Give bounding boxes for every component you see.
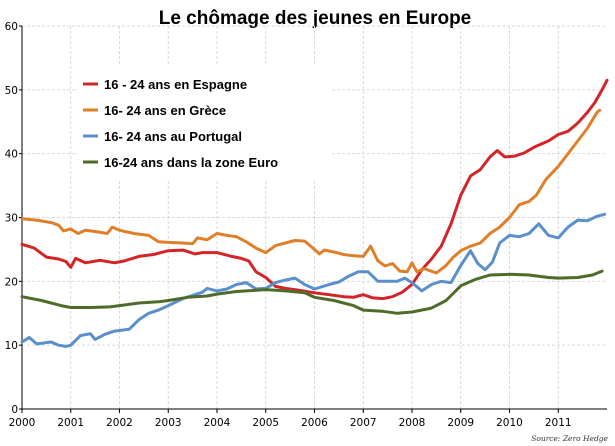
legend-label: 16-24 ans dans la zone Euro <box>104 155 278 170</box>
x-tick-label: 2011 <box>545 417 572 429</box>
y-tick-label: 30 <box>5 213 18 225</box>
legend: 16 - 24 ans en Espagne 16- 24 ans en Grèc… <box>78 66 330 180</box>
x-axis-ticks: 2000 2001 2002 2003 2004 2005 2006 2007 2008 2009… <box>9 409 572 429</box>
x-tick-label: 2006 <box>301 417 328 429</box>
series-line-2 <box>20 108 602 275</box>
x-tick-label: 2001 <box>57 417 84 429</box>
y-tick-label: 60 <box>5 21 18 33</box>
series-line-3 <box>20 212 607 348</box>
y-axis-ticks: 0 10 20 30 40 50 60 <box>5 21 22 416</box>
x-tick-label: 2008 <box>399 417 426 429</box>
legend-label: 16- 24 ans en Grèce <box>104 103 226 118</box>
legend-box <box>78 66 330 180</box>
x-tick-label: 2002 <box>106 417 133 429</box>
series-lines <box>20 78 609 348</box>
source-note: Source: Zero Hedge <box>531 434 608 443</box>
x-tick-label: 2005 <box>252 417 279 429</box>
legend-label: 16- 24 ans au Portugal <box>104 129 242 144</box>
y-tick-label: 20 <box>5 276 18 288</box>
series-line-1 <box>20 78 609 301</box>
y-tick-label: 50 <box>5 85 18 97</box>
chart-title: Le chômage des jeunes en Europe <box>159 8 472 29</box>
y-tick-label: 40 <box>5 149 18 161</box>
y-tick-label: 0 <box>11 404 18 416</box>
x-tick-label: 2009 <box>447 417 474 429</box>
x-tick-label: 2000 <box>9 417 36 429</box>
x-tick-label: 2004 <box>204 417 231 429</box>
x-tick-label: 2003 <box>155 417 182 429</box>
series-line-4 <box>20 269 604 315</box>
x-tick-label: 2007 <box>350 417 377 429</box>
legend-label: 16 - 24 ans en Espagne <box>104 77 247 92</box>
x-tick-label: 2010 <box>496 417 523 429</box>
y-tick-label: 10 <box>5 340 18 352</box>
